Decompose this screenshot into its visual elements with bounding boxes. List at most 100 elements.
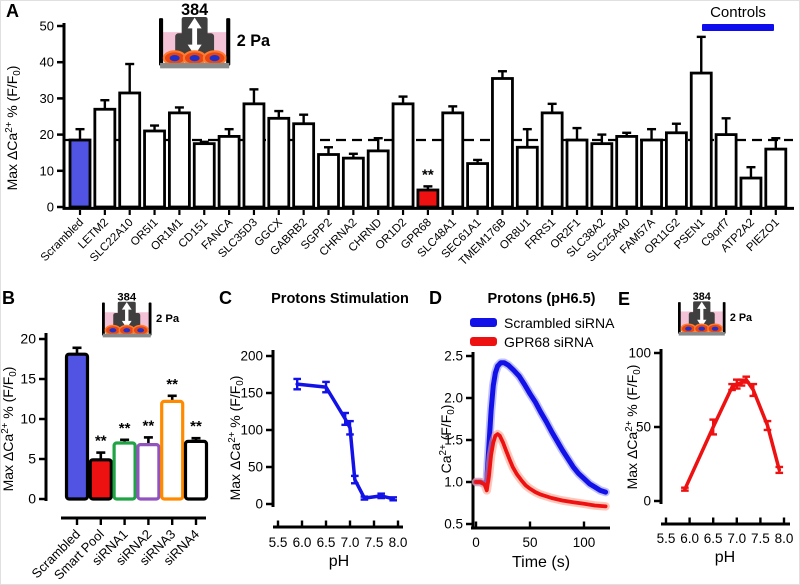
- svg-text:Max ΔCa2+ % (F/F0): Max ΔCa2+ % (F/F0): [624, 365, 643, 490]
- bar-PSEN1: [689, 71, 713, 209]
- panel-d-chart-series-0: [471, 358, 610, 497]
- svg-text:384: 384: [693, 291, 711, 303]
- svg-text:Max ΔCa2+ % (F/F0): Max ΔCa2+ % (F/F0): [227, 376, 246, 501]
- bar-OR1M1: [167, 111, 191, 209]
- bar-SGPP2: [317, 153, 340, 209]
- svg-text:1.5: 1.5: [444, 433, 463, 448]
- bar-FANCA: [217, 135, 241, 209]
- significance-marker: **: [119, 420, 131, 437]
- panel-b-bars: [64, 346, 209, 501]
- panel-b-label: B: [2, 288, 15, 308]
- svg-text:20: 20: [20, 331, 36, 347]
- svg-text:0: 0: [47, 200, 54, 215]
- svg-text:0: 0: [255, 497, 263, 512]
- svg-text:2 Pa: 2 Pa: [730, 312, 753, 324]
- well-plate-icon-e: 384 2 Pa: [678, 291, 753, 336]
- legend-item-scrambled: Scrambled siRNA: [470, 313, 614, 332]
- panel-c-chart: 0 50 100 150 200 Max ΔCa2+ % (F/F0) 5.5 6.0 6.5 7…: [227, 349, 407, 571]
- svg-text:150: 150: [240, 386, 263, 401]
- panel-c-chart-axes: 0 50 100 150 200 Max ΔCa2+ % (F/F0) 5.5 6.0 6.5 7…: [227, 349, 407, 571]
- bar-Scrambled: [64, 352, 90, 501]
- bar-Smart Pool: [88, 458, 113, 501]
- svg-text:50: 50: [636, 420, 651, 435]
- bar-FAM57A: [640, 138, 663, 209]
- bar-CD151: [192, 142, 216, 209]
- x-tick-label: 6.5: [317, 535, 336, 550]
- svg-text:0: 0: [28, 491, 36, 507]
- bar-SLC25A40: [615, 135, 639, 209]
- scrambled-sirna-label: Scrambled siRNA: [504, 314, 615, 331]
- bar-siRNA1: [112, 441, 137, 501]
- x-tick-label: 7.0: [727, 531, 746, 546]
- legend-item-gpr68: GPR68 siRNA: [470, 332, 614, 351]
- x-tick-label: 7.5: [365, 535, 384, 550]
- bar-siRNA3: [160, 399, 185, 501]
- x-tick-label: 7.5: [751, 531, 770, 546]
- panel-c-chart-series-0: [293, 377, 397, 502]
- bar-CHRND: [366, 149, 390, 209]
- scrambled-sirna-swatch: [470, 318, 497, 327]
- well-plate-icon-a: 384 2 Pa: [159, 1, 271, 69]
- svg-text:0.5: 0.5: [444, 517, 463, 532]
- bar-ATP2A2: [739, 176, 763, 209]
- svg-text:2 Pa: 2 Pa: [237, 32, 271, 50]
- panel-d-legend: Scrambled siRNA GPR68 siRNA: [470, 313, 614, 351]
- svg-text:384: 384: [181, 1, 208, 19]
- svg-text:50: 50: [248, 460, 263, 475]
- panel-d-title: Protons (pH6.5): [487, 291, 596, 307]
- bar-SEC61A1: [466, 162, 490, 209]
- bar-SLC38A2: [590, 142, 614, 209]
- svg-text:40: 40: [40, 55, 54, 70]
- bar-TMEM176B: [491, 77, 514, 209]
- svg-text:100: 100: [240, 423, 263, 438]
- bar-GGCX: [267, 116, 291, 209]
- x-tick-label: 5.5: [269, 535, 288, 550]
- bar-SLC22A10: [118, 91, 142, 209]
- bar-OR1D2: [391, 102, 415, 209]
- significance-marker: **: [143, 417, 155, 434]
- x-tick-label: 8.0: [775, 531, 794, 546]
- x-tick-label: 6.0: [680, 531, 699, 546]
- bar-SLC48A1: [441, 111, 465, 209]
- svg-text:Max ΔCa2+ % (F/F0): Max ΔCa2+ % (F/F0): [4, 66, 23, 191]
- bar-CHRNA2: [341, 156, 365, 209]
- svg-text:Ca2+ (F/F0): Ca2+ (F/F0): [438, 405, 457, 474]
- bar-siRNA4: [183, 439, 209, 501]
- bar-C9orf7: [714, 133, 738, 209]
- significance-marker: **: [166, 376, 178, 393]
- svg-text:2.5: 2.5: [444, 349, 463, 364]
- significance-marker: **: [422, 166, 434, 183]
- x-axis-title: pH: [329, 553, 349, 570]
- controls-legend: Controls: [699, 4, 777, 31]
- x-tick-label: 8.0: [389, 535, 408, 550]
- panel-a-label: A: [6, 1, 19, 21]
- bar-LETM2: [93, 107, 117, 209]
- svg-text:2.0: 2.0: [444, 391, 463, 406]
- panel-d-chart-series-1: [471, 429, 610, 511]
- svg-text:384: 384: [117, 291, 137, 303]
- svg-text:100: 100: [628, 346, 651, 361]
- svg-text:5: 5: [28, 451, 36, 467]
- well-plate-icon-b: 384 2 Pa: [102, 291, 180, 338]
- bar-OR5I1: [143, 129, 166, 209]
- svg-text:200: 200: [240, 349, 263, 364]
- bar-GABRB2: [292, 122, 316, 209]
- panel-c-label: C: [219, 288, 232, 308]
- gpr68-sirna-swatch: [470, 337, 497, 346]
- svg-text:15: 15: [20, 371, 36, 387]
- significance-marker: **: [95, 433, 107, 450]
- svg-text:30: 30: [40, 91, 54, 106]
- bar-SLC35D3: [242, 102, 266, 209]
- gpr68-sirna-label: GPR68 siRNA: [504, 333, 594, 350]
- bar-PIEZO1: [764, 147, 788, 209]
- x-tick-label: 5.5: [657, 531, 676, 546]
- svg-text:2 Pa: 2 Pa: [156, 313, 180, 325]
- x-tick-label: 6.5: [704, 531, 723, 546]
- bar-siRNA2: [136, 443, 161, 501]
- bar-GPR68: [416, 188, 440, 209]
- bar-Scrambled: [68, 138, 92, 209]
